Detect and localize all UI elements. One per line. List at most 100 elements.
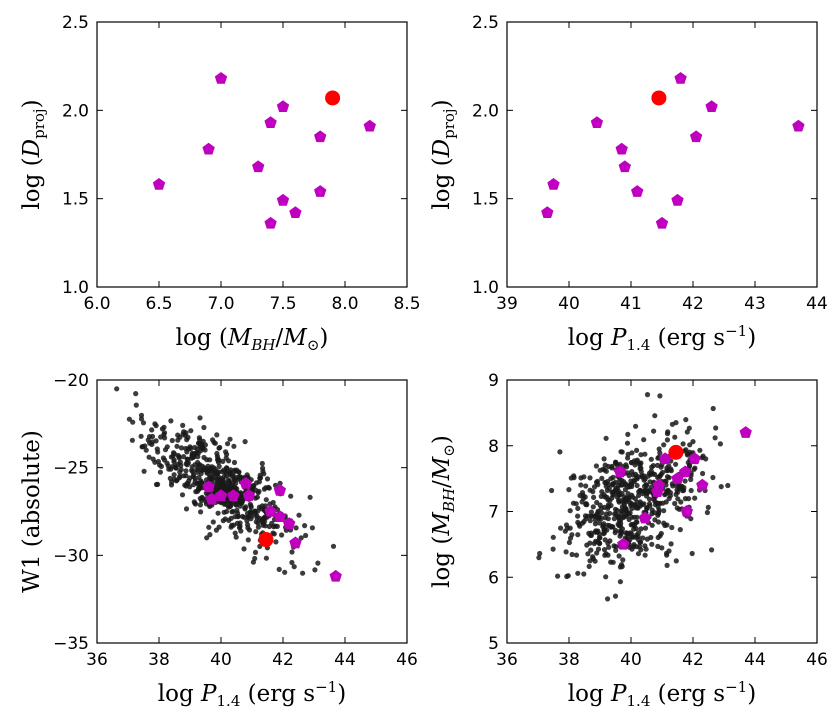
black-point	[141, 468, 147, 474]
black-point	[602, 537, 608, 543]
black-point	[638, 526, 644, 532]
black-point	[237, 495, 243, 501]
black-point	[597, 467, 603, 473]
black-point	[605, 516, 611, 522]
black-point	[315, 560, 321, 566]
black-point	[688, 487, 694, 494]
black-point	[588, 509, 595, 515]
black-point	[269, 520, 275, 527]
black-point	[184, 456, 190, 462]
black-point	[239, 513, 246, 520]
black-point	[704, 509, 711, 516]
black-point	[613, 459, 619, 465]
black-point	[713, 425, 719, 431]
x-tick-label: 40	[558, 294, 580, 314]
black-point	[638, 460, 644, 466]
black-point	[618, 511, 624, 517]
black-point	[158, 463, 164, 469]
black-point	[187, 484, 193, 490]
black-point	[298, 535, 304, 541]
x-tick-label: 7.5	[269, 294, 296, 314]
black-point	[597, 540, 603, 547]
black-point	[657, 393, 663, 399]
magenta-pentagon	[242, 489, 256, 501]
black-point	[629, 469, 635, 475]
x-tick-label: 40	[620, 650, 642, 670]
black-point	[157, 469, 163, 475]
x-tick-label: 42	[682, 650, 704, 670]
black-point	[625, 484, 631, 490]
black-point	[177, 459, 183, 465]
y-tick-label: −25	[53, 459, 89, 479]
black-point	[590, 554, 596, 560]
black-point	[725, 482, 731, 489]
black-point	[183, 430, 189, 436]
black-point	[195, 487, 202, 493]
black-point	[697, 447, 703, 453]
black-point	[288, 493, 294, 499]
x-tick-label: 44	[744, 650, 766, 670]
black-point	[234, 507, 240, 513]
black-point	[191, 451, 197, 457]
black-point	[646, 501, 653, 507]
black-point	[625, 431, 631, 437]
black-point	[244, 472, 250, 478]
black-point	[575, 505, 581, 511]
black-point	[599, 489, 605, 495]
black-point	[261, 515, 267, 521]
magenta-pentagon	[252, 160, 265, 173]
black-point	[250, 485, 256, 492]
black-point	[279, 532, 285, 538]
black-point	[683, 417, 689, 423]
black-point	[140, 420, 147, 426]
y-tick-label: 2.0	[62, 101, 89, 121]
black-point	[583, 483, 589, 489]
plot-area-tr	[541, 72, 805, 229]
magenta-pentagon	[590, 116, 604, 128]
black-point	[684, 429, 690, 435]
black-point	[613, 544, 619, 550]
black-point	[588, 532, 595, 539]
magenta-pentagon	[276, 100, 290, 113]
y-tick-label: 2.5	[62, 13, 89, 33]
magenta-pentagon	[239, 476, 252, 489]
black-point	[549, 487, 555, 494]
black-point	[246, 527, 253, 533]
black-point	[597, 520, 603, 526]
black-point	[627, 544, 633, 550]
black-point	[700, 470, 706, 477]
black-point	[248, 504, 254, 510]
magenta-pentagon	[152, 178, 166, 190]
black-point	[620, 557, 626, 563]
magenta-pentagon	[214, 72, 228, 84]
black-point	[575, 513, 581, 519]
black-point	[656, 446, 662, 452]
black-point	[617, 461, 623, 467]
black-point	[589, 513, 595, 519]
black-point	[634, 482, 640, 489]
black-point	[668, 466, 674, 472]
y-tick-label: −20	[53, 371, 89, 391]
black-point	[231, 459, 238, 466]
black-point	[617, 579, 624, 585]
black-point	[718, 484, 724, 490]
black-point	[573, 552, 580, 558]
black-point	[606, 544, 612, 550]
black-point	[257, 475, 264, 481]
magenta-pentagon	[541, 206, 554, 219]
black-point	[575, 532, 581, 538]
black-point	[629, 494, 636, 500]
x-tick-label: 6.0	[83, 294, 110, 314]
black-point	[628, 531, 635, 537]
black-point	[223, 455, 229, 461]
black-point	[627, 537, 633, 543]
black-point	[649, 541, 655, 547]
black-point	[232, 530, 238, 536]
black-point	[206, 524, 212, 530]
black-point	[138, 416, 145, 422]
black-point	[232, 467, 238, 473]
black-point	[330, 543, 337, 549]
black-point	[291, 564, 297, 570]
black-point	[214, 453, 220, 459]
